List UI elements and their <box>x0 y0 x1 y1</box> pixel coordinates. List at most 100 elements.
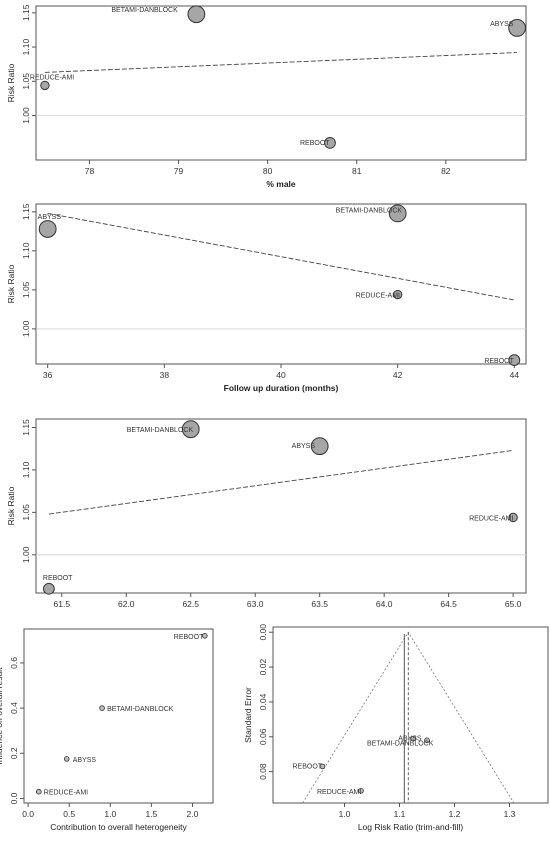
plot-frame <box>23 628 214 804</box>
regression-line <box>44 52 518 73</box>
x-tick-label: 40 <box>276 370 286 380</box>
plot-frame <box>35 203 527 365</box>
x-tick-label: 38 <box>160 370 170 380</box>
point-label: REDUCE-AMI <box>356 293 400 300</box>
point-label: REBOOT <box>484 358 514 365</box>
y-tick-label: 0.2 <box>9 747 19 759</box>
point-label: ABYSS <box>73 757 97 764</box>
data-point <box>35 788 42 795</box>
point-label: REBOOT <box>43 575 73 582</box>
point-label: BETAMI-DANBLOCK <box>111 7 178 14</box>
point-label: BETAMI-DANBLOCK <box>336 207 403 214</box>
x-tick-label: 1.1 <box>394 809 406 819</box>
data-point <box>410 735 417 742</box>
data-point <box>63 756 70 762</box>
y-axis-label: Standard Error <box>243 687 253 743</box>
y-tick-label: 1.10 <box>21 39 31 56</box>
data-point <box>508 354 521 366</box>
plot-frame <box>35 418 527 594</box>
data-point <box>388 204 407 223</box>
y-tick-label: 0.04 <box>258 693 268 710</box>
x-tick-label: 64.5 <box>440 599 457 609</box>
x-tick-label: 80 <box>263 166 273 176</box>
y-tick-label: 1.10 <box>21 242 31 259</box>
panel-5: 1.0 1.1 1.2 1.3 0.00 0.02 0.04 0.06 0.08 Log Risk… <box>243 624 549 832</box>
data-point <box>40 80 50 91</box>
y-tick-label: 0.6 <box>9 657 19 669</box>
data-point <box>392 289 403 300</box>
point-label: REBOOT <box>300 140 330 147</box>
x-tick-label: 82 <box>441 166 451 176</box>
x-axis-label: Log Risk Ratio (trim-and-fill) <box>358 822 463 832</box>
x-tick-label: 81 <box>352 166 362 176</box>
y-tick-label: 0.00 <box>258 624 268 641</box>
y-axis-label: Risk Ratio <box>6 486 16 525</box>
y-tick-label: 1.15 <box>21 4 31 21</box>
y-axis-label: Risk Ratio <box>6 63 16 102</box>
x-tick-label: 65.0 <box>505 599 522 609</box>
panel-1: 78 79 80 81 82 1.00 1.05 1.10 1.15 % male Risk Rat… <box>6 4 527 189</box>
point-label: BETAMI-DANBLOCK <box>367 740 434 747</box>
data-point <box>201 632 208 639</box>
point-label: ABYSS <box>38 214 62 221</box>
y-tick-label: 1.05 <box>21 73 31 90</box>
point-label: REDUCE-AMI <box>317 789 361 796</box>
point-label: ABYSS <box>292 443 316 450</box>
x-tick-label: 62.5 <box>182 599 199 609</box>
data-point <box>310 437 329 456</box>
x-axis-label: Contribution to overall heterogeneity <box>50 822 187 832</box>
y-tick-label: 1.00 <box>21 320 31 337</box>
y-axis-label: Influence on overall result <box>0 667 4 765</box>
x-tick-label: 78 <box>85 166 95 176</box>
data-point <box>187 5 206 24</box>
point-label: ABYSS <box>490 21 514 28</box>
x-tick-label: 1.5 <box>145 809 157 819</box>
point-label: REBOOT <box>293 763 323 770</box>
x-tick-label: 63.0 <box>247 599 264 609</box>
point-label: BETAMI-DANBLOCK <box>107 706 174 713</box>
y-tick-label: 1.15 <box>21 419 31 436</box>
x-tick-label: 64.0 <box>376 599 393 609</box>
data-point <box>358 788 364 794</box>
y-tick-label: 0.02 <box>258 659 268 676</box>
data-point <box>424 737 430 744</box>
plot-frame <box>272 626 549 804</box>
y-tick-label: 0.0 <box>9 792 19 804</box>
panel-4: 0.0 0.5 1.0 1.5 2.0 0.0 0.2 0.4 0.6 Contribution … <box>0 628 214 832</box>
panel-2: 36 38 40 42 44 1.00 1.05 1.10 1.15 Follow up dura… <box>6 203 527 393</box>
point-label: BETAMI-DANBLOCK <box>127 427 194 434</box>
data-point <box>324 136 336 149</box>
x-tick-label: 62.0 <box>118 599 135 609</box>
y-tick-label: 1.00 <box>21 107 31 124</box>
data-point <box>319 763 326 770</box>
y-tick-label: 1.00 <box>21 546 31 563</box>
x-tick-label: 0.5 <box>63 809 75 819</box>
x-tick-label: 1.2 <box>449 809 461 819</box>
x-tick-label: 1.0 <box>104 809 116 819</box>
y-tick-label: 0.08 <box>258 763 268 780</box>
x-tick-label: 79 <box>174 166 184 176</box>
regression-line <box>47 212 515 301</box>
x-tick-label: 1.0 <box>339 809 351 819</box>
y-tick-label: 1.15 <box>21 203 31 220</box>
panel-3: 61.5 62.0 62.5 63.0 63.5 64.0 64.5 65.0 1.00 1.05… <box>6 418 527 609</box>
y-tick-label: 1.05 <box>21 281 31 298</box>
y-tick-label: 1.05 <box>21 504 31 521</box>
x-tick-label: 1.3 <box>504 809 516 819</box>
x-tick-label: 2.0 <box>187 809 199 819</box>
x-tick-label: 63.5 <box>311 599 328 609</box>
point-label: REDUCE-AMI <box>469 515 513 522</box>
x-tick-label: 36 <box>43 370 53 380</box>
regression-line <box>48 449 514 515</box>
y-axis-label: Risk Ratio <box>6 264 16 303</box>
point-label: REBOOT <box>174 634 204 641</box>
x-tick-label: 0.0 <box>22 809 34 819</box>
x-axis-label: Follow up duration (months) <box>224 383 339 393</box>
y-tick-label: 0.4 <box>9 702 19 714</box>
plot-frame <box>35 5 527 161</box>
x-tick-label: 61.5 <box>54 599 71 609</box>
data-point <box>99 705 105 711</box>
point-label: REDUCE-AMI <box>30 74 74 81</box>
y-tick-label: 1.10 <box>21 461 31 478</box>
